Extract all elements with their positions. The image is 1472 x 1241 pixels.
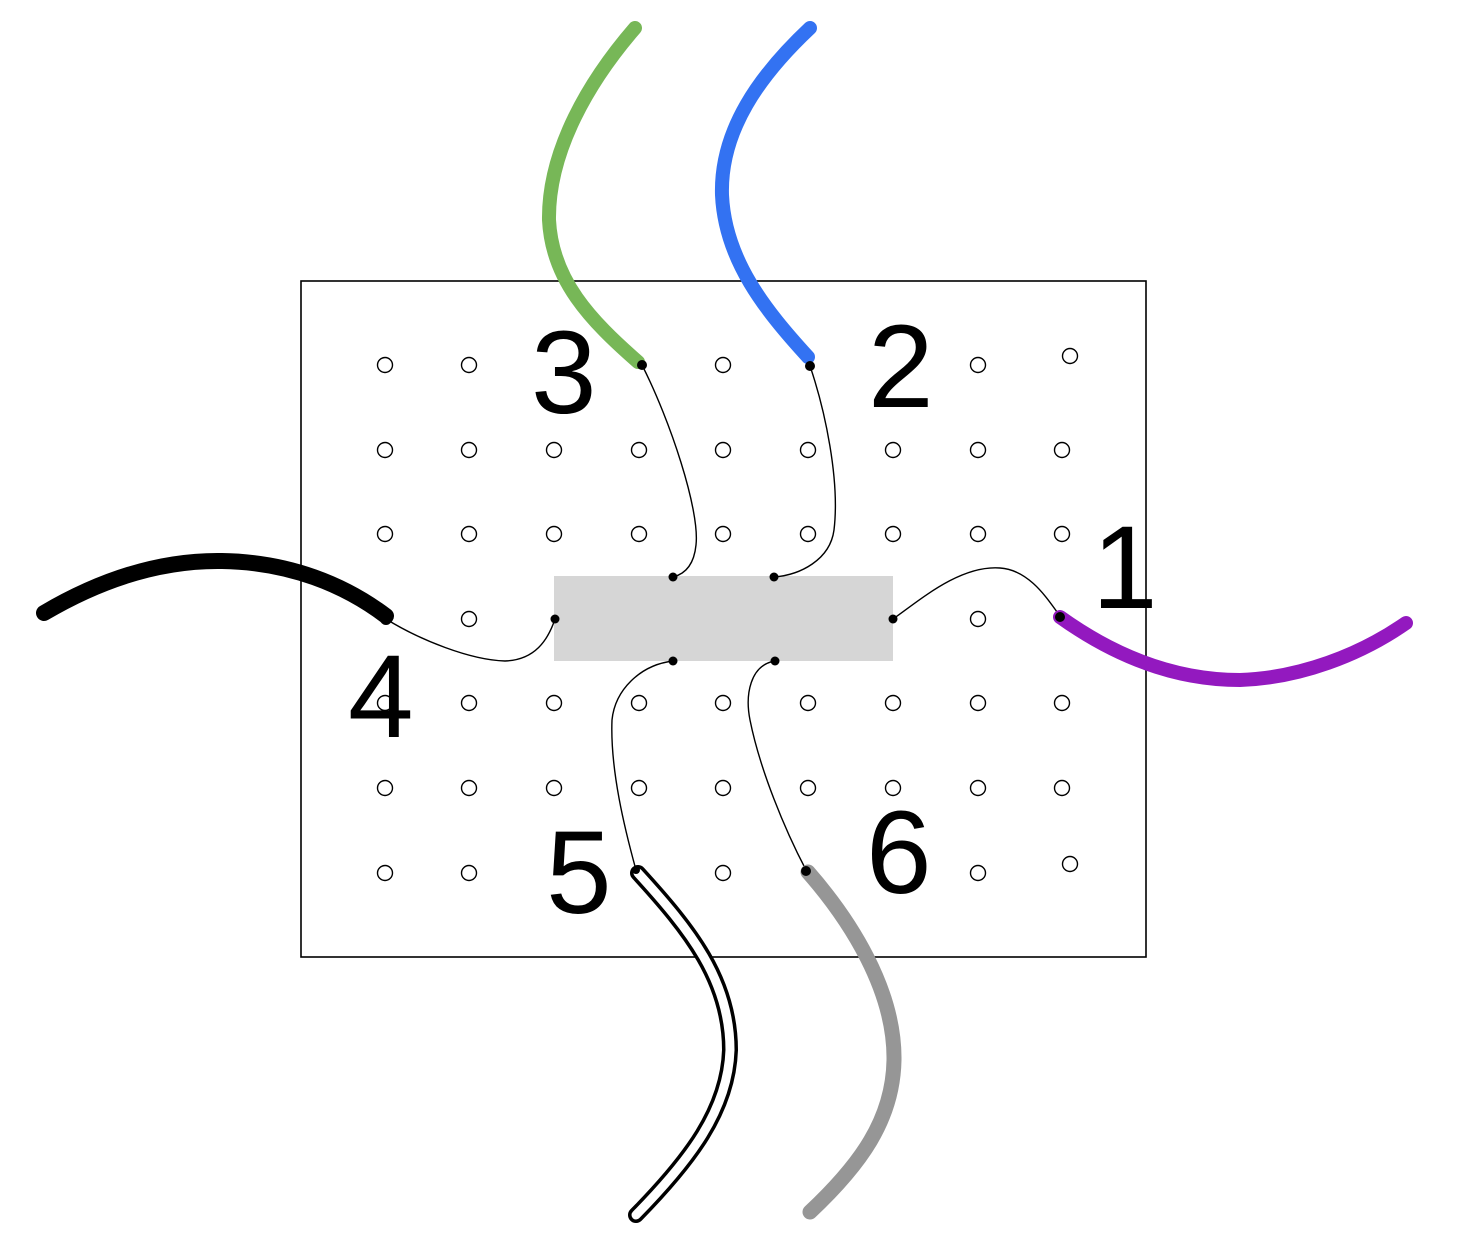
perfboard-hole [969, 694, 987, 712]
perfboard-hole [460, 610, 478, 628]
perfboard-hole [714, 356, 732, 374]
perfboard-hole [714, 694, 732, 712]
chip-pad-top-left [668, 572, 678, 582]
perfboard-hole [969, 864, 987, 882]
chip-body [554, 576, 893, 661]
wire-5 [628, 865, 739, 1223]
perfboard-hole [714, 864, 732, 882]
lead-wire-1 [892, 567, 1061, 620]
perfboard-hole [969, 525, 987, 543]
perfboard-hole [799, 694, 817, 712]
lead-wire-4 [385, 618, 556, 662]
perfboard-hole [1061, 855, 1079, 873]
chip-pad-left [550, 614, 560, 624]
perfboard-hole [630, 441, 648, 459]
chip-pad-right [888, 614, 898, 624]
perfboard-hole [884, 694, 902, 712]
perfboard-hole [630, 779, 648, 797]
chip-pad-bottom-right [770, 656, 780, 666]
perfboard-hole [714, 525, 732, 543]
perfboard-hole [376, 356, 394, 374]
wire-3-end [637, 360, 647, 370]
lead-wire-5 [611, 660, 674, 871]
perfboard-hole [969, 610, 987, 628]
perfboard-hole [460, 779, 478, 797]
wire-label-3: 3 [531, 307, 597, 439]
lead-wire-2 [773, 365, 837, 578]
perfboard-hole [799, 525, 817, 543]
perfboard-hole [460, 356, 478, 374]
wire-1-end [1055, 612, 1065, 622]
wire-3 [541, 21, 645, 369]
wire-1 [1053, 610, 1413, 688]
chip-pad-bottom-left [668, 656, 678, 666]
perfboard-hole [545, 779, 563, 797]
perfboard-hole [545, 694, 563, 712]
perfboard-hole [714, 779, 732, 797]
perfboard-hole [630, 694, 648, 712]
perfboard-hole [460, 525, 478, 543]
perfboard-hole [545, 441, 563, 459]
wire-label-2: 2 [868, 301, 934, 433]
wire-label-1: 1 [1092, 502, 1158, 634]
perfboard-hole [376, 864, 394, 882]
wire-2-end [805, 361, 815, 371]
wire-2 [714, 21, 817, 364]
perfboard-hole [376, 694, 394, 712]
perfboard-hole [799, 779, 817, 797]
wire-label-6: 6 [866, 787, 932, 919]
perfboard-hole [884, 525, 902, 543]
perfboard-hole [884, 441, 902, 459]
perfboard-hole [460, 864, 478, 882]
perfboard-hole [969, 441, 987, 459]
perfboard-hole [376, 441, 394, 459]
lead-wire-3 [641, 364, 698, 578]
perfboard-hole [1053, 694, 1071, 712]
wire-4 [36, 552, 394, 624]
perfboard-hole [545, 525, 563, 543]
wire-6 [800, 864, 902, 1220]
perfboard-hole [1061, 347, 1079, 365]
wire-5-end [632, 866, 640, 874]
perfboard-hole-grid [376, 347, 1079, 882]
perfboard-hole [969, 356, 987, 374]
wire-4-end [380, 613, 392, 625]
perfboard-hole [376, 779, 394, 797]
chip-pad-top-right [769, 572, 779, 582]
perfboard-hole [969, 779, 987, 797]
lead-wire-6 [747, 660, 807, 871]
wire-label-5: 5 [546, 807, 612, 939]
perfboard-hole [714, 441, 732, 459]
perfboard-hole [884, 779, 902, 797]
perfboard-hole [460, 441, 478, 459]
perfboard-hole [1053, 441, 1071, 459]
wire-label-4: 4 [348, 631, 414, 763]
perfboard-hole [630, 525, 648, 543]
perfboard-hole [1053, 525, 1071, 543]
perfboard-hole [1053, 779, 1071, 797]
perfboard-hole [376, 525, 394, 543]
wire-6-end [801, 866, 811, 876]
perfboard-hole [460, 694, 478, 712]
perfboard-hole [799, 441, 817, 459]
